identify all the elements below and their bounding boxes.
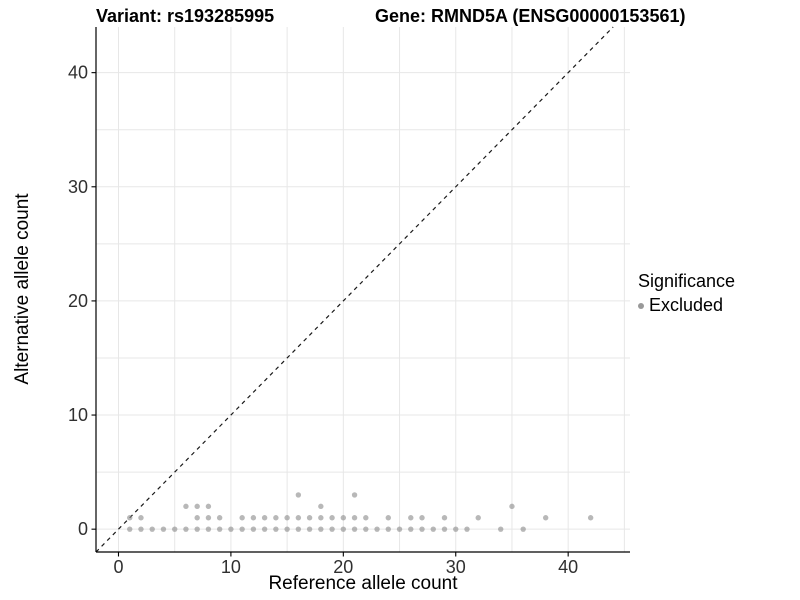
scatter-point [138, 515, 144, 521]
plot-title-gene: Gene: RMND5A (ENSG00000153561) [375, 6, 686, 26]
y-tick-label: 0 [78, 519, 88, 539]
scatter-point [205, 526, 212, 532]
scatter-point [329, 526, 335, 532]
scatter-point [419, 515, 425, 521]
scatter-point [194, 503, 200, 510]
identity-line [95, 26, 614, 553]
scatter-point [441, 515, 448, 521]
scatter-point [171, 526, 178, 532]
legend-entry-excluded: Excluded [638, 295, 735, 316]
y-tick-label: 10 [68, 405, 88, 425]
plot-title-variant: Variant: rs193285995 [96, 6, 275, 26]
y-axis-title: Alternative allele count [12, 193, 33, 385]
scatter-point [149, 526, 155, 532]
scatter-point [250, 526, 257, 532]
x-tick-label: 20 [333, 557, 353, 577]
scatter-point [306, 526, 313, 532]
legend-point-icon [638, 302, 644, 309]
scatter-point [183, 503, 189, 510]
scatter-point [284, 515, 290, 521]
scatter-point [261, 526, 268, 532]
scatter-point [351, 515, 358, 521]
scatter-point [498, 526, 504, 532]
scatter-point [273, 526, 279, 532]
x-tick-label: 30 [446, 557, 466, 577]
scatter-point [340, 515, 347, 521]
scatter-point [520, 526, 526, 532]
scatter-point [127, 526, 133, 532]
scatter-point [408, 515, 414, 521]
scatter-point [295, 492, 302, 498]
x-tick-label: 0 [113, 557, 123, 577]
scatter-point [127, 515, 133, 521]
legend-entry-label: Excluded [649, 295, 724, 315]
scatter-point [318, 526, 324, 532]
scatter-point [329, 515, 335, 521]
scatter-point [205, 515, 212, 521]
scatter-point [194, 526, 200, 532]
scatter-point [261, 515, 268, 521]
scatter-point [340, 526, 347, 532]
scatter-point [475, 515, 481, 521]
x-tick-label: 10 [221, 557, 241, 577]
scatter-point [318, 515, 324, 521]
scatter-point [318, 503, 324, 510]
y-tick-label: 40 [68, 63, 88, 83]
scatter-point [542, 515, 549, 521]
scatter-point [351, 492, 358, 498]
scatter-point [408, 526, 414, 532]
scatter-point [374, 526, 380, 532]
legend: Significance Excluded [638, 271, 735, 316]
scatter-point [351, 526, 358, 532]
x-axis-title: Reference allele count [268, 573, 458, 594]
scatter-point [587, 515, 594, 521]
scatter-point [228, 526, 234, 532]
scatter-point [385, 526, 391, 532]
scatter-point [363, 526, 369, 532]
scatter-point [216, 526, 223, 532]
legend-title: Significance [638, 271, 736, 291]
scatter-point [509, 503, 515, 510]
scatter-point [430, 526, 436, 532]
scatter-point [295, 526, 302, 532]
x-tick-label: 40 [558, 557, 578, 577]
scatter-point [295, 515, 302, 521]
y-tick-label: 30 [68, 177, 88, 197]
scatter-point [453, 526, 459, 532]
scatter-point [385, 515, 391, 521]
scatter-point [205, 503, 212, 510]
scatter-point [284, 526, 290, 532]
scatter-point [239, 526, 245, 532]
scatter-point [250, 515, 257, 521]
scatter-point [396, 526, 403, 532]
scatter-point [160, 526, 167, 532]
scatter-point [464, 526, 470, 532]
scatter-point [273, 515, 279, 521]
scatter-point [419, 526, 425, 532]
scatter-point [216, 515, 223, 521]
scatter-point [363, 515, 369, 521]
scatter-point [138, 526, 144, 532]
scatter-point [441, 526, 448, 532]
scatter-point [194, 515, 200, 521]
y-tick-label: 20 [68, 291, 88, 311]
scatter-point [183, 526, 189, 532]
scatter-point [239, 515, 245, 521]
scatter-point [306, 515, 313, 521]
